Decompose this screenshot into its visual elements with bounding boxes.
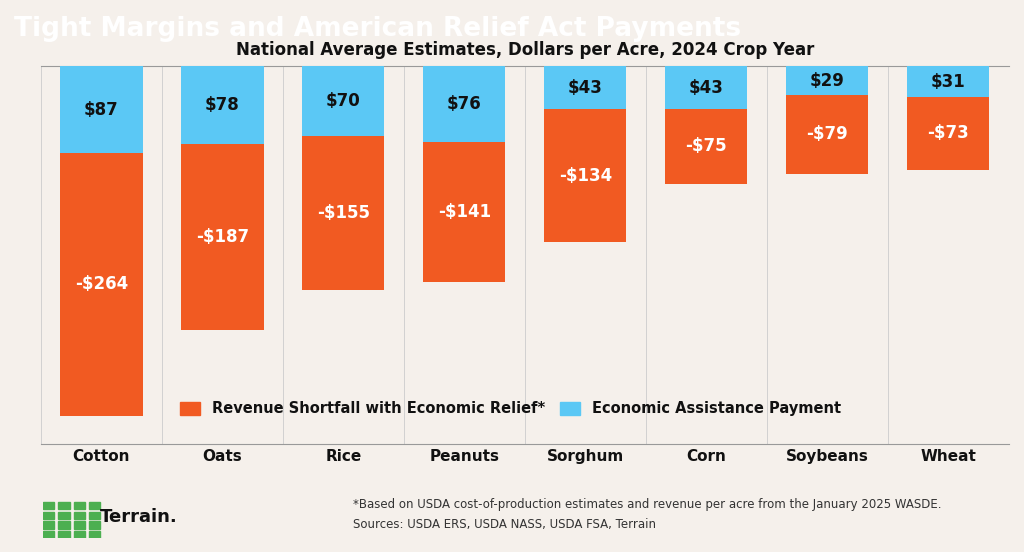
Title: National Average Estimates, Dollars per Acre, 2024 Crop Year: National Average Estimates, Dollars per …: [236, 41, 814, 59]
Text: $43: $43: [568, 78, 603, 97]
Legend: Revenue Shortfall with Economic Relief*, Economic Assistance Payment: Revenue Shortfall with Economic Relief*,…: [174, 395, 847, 422]
Bar: [58, 512, 70, 519]
Bar: [60, 153, 142, 416]
Text: -$187: -$187: [196, 228, 249, 246]
Text: $87: $87: [84, 100, 119, 119]
Text: $76: $76: [446, 95, 481, 113]
Bar: [43, 531, 54, 538]
Text: Terrain.: Terrain.: [100, 507, 178, 526]
Bar: [544, 109, 627, 242]
Bar: [181, 66, 263, 144]
Text: -$73: -$73: [928, 124, 969, 142]
Bar: [89, 522, 100, 529]
Text: -$155: -$155: [316, 204, 370, 222]
Bar: [43, 522, 54, 529]
Bar: [302, 136, 384, 290]
Text: $70: $70: [326, 92, 360, 110]
Bar: [74, 522, 85, 529]
Bar: [302, 66, 384, 136]
Bar: [544, 66, 627, 109]
Bar: [60, 66, 142, 153]
Text: $29: $29: [810, 72, 845, 89]
Text: -$134: -$134: [559, 167, 612, 185]
Bar: [666, 66, 748, 109]
Bar: [181, 144, 263, 330]
Bar: [43, 502, 54, 509]
Bar: [43, 512, 54, 519]
Text: $43: $43: [689, 78, 724, 97]
Text: -$264: -$264: [75, 275, 128, 293]
Text: -$79: -$79: [806, 125, 848, 144]
Text: Sources: USDA ERS, USDA NASS, USDA FSA, Terrain: Sources: USDA ERS, USDA NASS, USDA FSA, …: [353, 518, 656, 531]
Bar: [423, 66, 506, 142]
Bar: [907, 97, 989, 169]
Bar: [907, 66, 989, 97]
Bar: [58, 522, 70, 529]
Bar: [786, 66, 868, 95]
Bar: [58, 531, 70, 538]
Text: *Based on USDA cost-of-production estimates and revenue per acre from the Januar: *Based on USDA cost-of-production estima…: [353, 497, 942, 511]
Text: $78: $78: [205, 96, 240, 114]
Text: -$75: -$75: [685, 137, 727, 155]
Bar: [58, 502, 70, 509]
Bar: [786, 95, 868, 174]
Text: Tight Margins and American Relief Act Payments: Tight Margins and American Relief Act Pa…: [14, 16, 741, 42]
Bar: [89, 531, 100, 538]
Text: -$141: -$141: [437, 203, 490, 221]
Bar: [89, 502, 100, 509]
Bar: [666, 109, 748, 184]
Bar: [74, 512, 85, 519]
Bar: [89, 512, 100, 519]
Text: $31: $31: [931, 73, 966, 91]
Bar: [74, 531, 85, 538]
Bar: [74, 502, 85, 509]
Bar: [423, 142, 506, 282]
